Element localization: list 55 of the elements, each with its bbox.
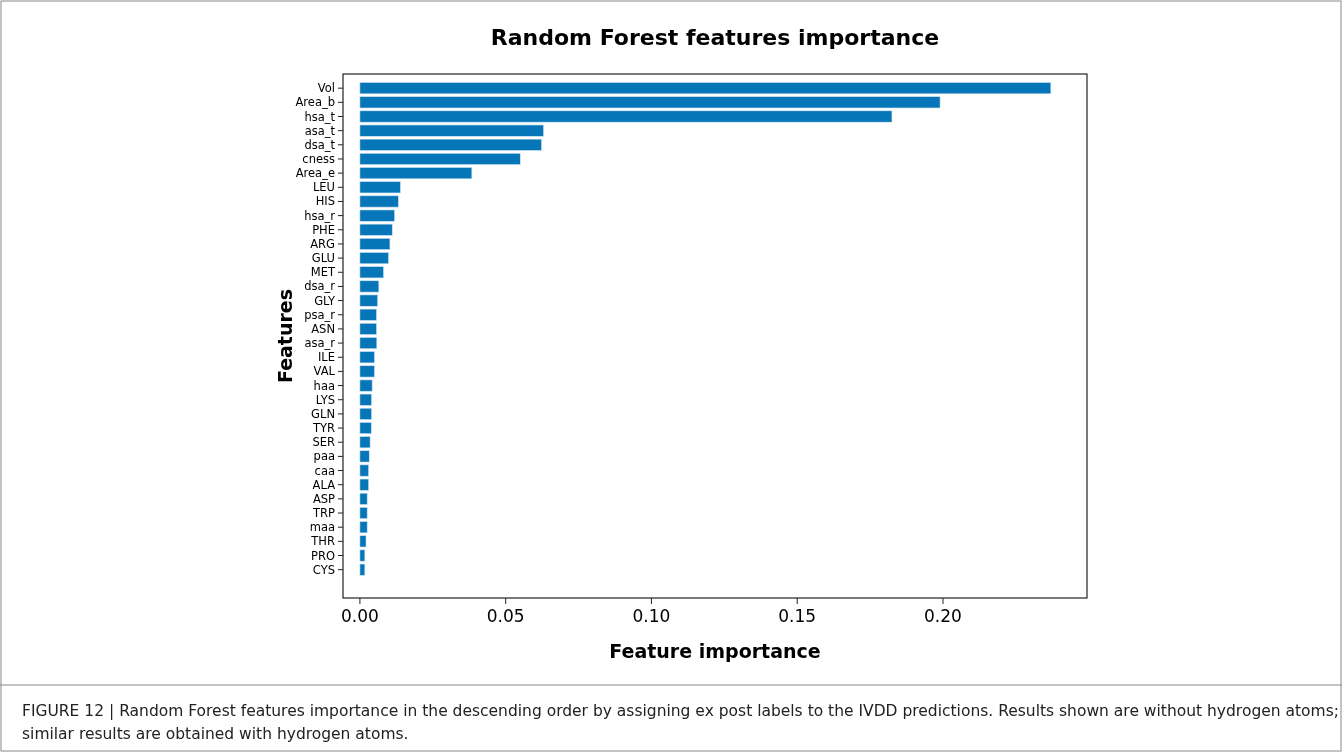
x-axis-title: Feature importance <box>609 640 821 662</box>
y-tick-label: haa <box>313 378 335 393</box>
y-tick-label: TRP <box>312 506 336 521</box>
bar <box>359 507 368 519</box>
x-tick-label: 0.05 <box>486 606 525 626</box>
y-tick-label: ASN <box>311 321 335 336</box>
y-tick-label: Area_e <box>295 166 335 181</box>
y-tick-label: SER <box>312 435 335 450</box>
bar <box>359 322 377 335</box>
y-tick-label: asa_r <box>304 336 336 351</box>
y-tick-label: VAL <box>313 364 336 379</box>
y-tick-label: HIS <box>315 194 335 209</box>
y-tick-label: dsa_r <box>304 279 336 294</box>
bar <box>359 492 368 505</box>
bar <box>359 237 391 250</box>
y-tick-label: LYS <box>315 392 335 407</box>
y-tick-label: ALA <box>312 477 336 492</box>
y-tick-label: GLU <box>311 251 335 266</box>
chart-title: Random Forest features importance <box>490 25 940 50</box>
y-tick-label: asa_t <box>304 123 336 138</box>
y-axis-title: Features <box>274 288 296 384</box>
y-tick-label: hsa_t <box>304 109 336 124</box>
bar <box>359 153 521 165</box>
bar <box>359 422 372 435</box>
y-tick-label: MET <box>310 265 336 280</box>
bar <box>359 82 1052 95</box>
x-tick-label: 0.10 <box>632 606 671 626</box>
y-tick-label: CYS <box>312 562 335 577</box>
y-tick-label: paa <box>313 449 335 464</box>
caption: FIGURE 12 | Random Forest features importance in the descending order by assigning ex post labels to the IVDD predictions. Results shown are without hydrogen atoms; similar results are obtained with hydrogen atoms. <box>22 702 1339 743</box>
y-tick-label: LEU <box>312 180 335 195</box>
x-tick-label: 0.20 <box>924 606 962 626</box>
y-tick-label: ILE <box>317 350 335 365</box>
y-tick-label: Area_b <box>295 95 335 110</box>
y-tick-label: ARG <box>310 236 335 251</box>
x-tick-label: 0.00 <box>340 606 379 626</box>
bar <box>359 167 473 180</box>
x-tick-label: 0.15 <box>778 606 817 626</box>
y-tick-label: GLN <box>311 406 335 421</box>
y-tick-label: TYR <box>311 421 335 436</box>
y-tick-label: Vol <box>317 81 335 96</box>
y-tick-label: maa <box>309 520 335 535</box>
y-tick-label: hsa_r <box>304 208 336 223</box>
y-tick-label: psa_r <box>304 307 336 322</box>
bar <box>359 337 378 350</box>
y-tick-label: THR <box>310 534 335 549</box>
bar <box>359 407 372 420</box>
y-tick-label: GLY <box>314 293 336 308</box>
y-tick-label: cness <box>302 152 336 166</box>
y-tick-label: PHE <box>312 222 335 237</box>
y-tick-label: caa <box>314 463 335 478</box>
y-tick-label: dsa_t <box>304 137 336 152</box>
y-tick-label: ASP <box>312 491 336 506</box>
bar <box>359 252 389 265</box>
y-tick-label: PRO <box>311 548 335 563</box>
